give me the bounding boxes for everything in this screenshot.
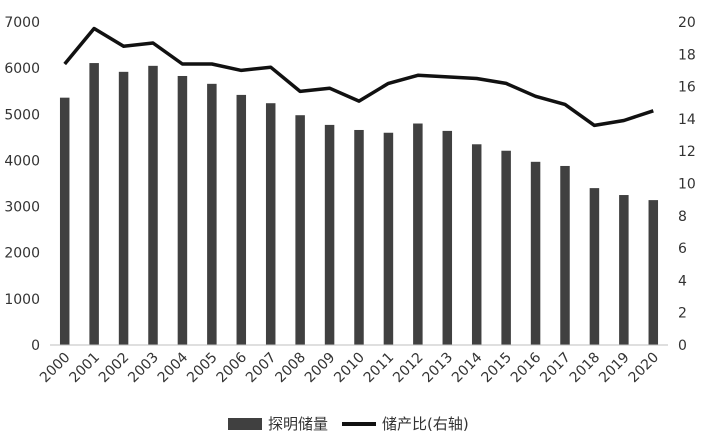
y-left-tick-label: 5000 [4, 107, 40, 123]
x-axis: 2000200120022003200420052006200720082009… [37, 349, 662, 386]
y-left-tick-label: 0 [31, 338, 40, 354]
bar [266, 103, 276, 345]
x-tick-label: 2010 [331, 350, 368, 387]
y-right-tick-label: 14 [678, 112, 696, 128]
bar [325, 125, 335, 345]
x-tick-label: 2002 [96, 350, 133, 387]
bar [443, 131, 453, 345]
y-right-tick-label: 16 [678, 80, 696, 96]
x-tick-label: 2017 [537, 350, 574, 387]
y-left-tick-label: 2000 [4, 246, 40, 262]
y-right-tick-label: 20 [678, 15, 696, 31]
legend-bar-swatch [228, 418, 262, 430]
bar [590, 188, 600, 345]
y-axis-left: 0 1000 2000 3000 4000 5000 6000 7000 [4, 15, 40, 354]
x-tick-label: 2009 [302, 350, 339, 387]
bar [207, 84, 217, 345]
bar [148, 66, 158, 345]
y-right-tick-label: 2 [678, 306, 687, 322]
y-right-tick-label: 8 [678, 209, 687, 225]
x-tick-label: 2000 [37, 350, 74, 387]
bar [89, 63, 99, 345]
y-right-tick-label: 10 [678, 177, 696, 193]
x-tick-label: 2018 [567, 350, 604, 387]
x-tick-label: 2016 [508, 349, 545, 386]
x-tick-label: 2007 [243, 350, 280, 387]
legend-line-label: 储产比(右轴) [382, 415, 469, 433]
y-right-tick-label: 18 [678, 47, 696, 63]
y-left-tick-label: 7000 [4, 15, 40, 31]
bar [413, 124, 423, 345]
x-tick-label: 2015 [478, 350, 515, 387]
bar [60, 98, 70, 345]
bar [619, 195, 629, 345]
y-left-tick-label: 3000 [4, 200, 40, 216]
legend: 探明储量 储产比(右轴) [228, 415, 469, 433]
bar [472, 144, 482, 345]
x-tick-label: 2006 [214, 349, 251, 386]
x-tick-label: 2020 [626, 350, 663, 387]
x-tick-label: 2011 [361, 350, 398, 387]
x-tick-label: 2003 [125, 350, 162, 387]
bar [531, 162, 541, 345]
y-right-tick-label: 12 [678, 144, 696, 160]
x-tick-label: 2005 [184, 350, 221, 387]
y-right-tick-label: 0 [678, 338, 687, 354]
bar [178, 76, 188, 345]
x-tick-label: 2004 [155, 349, 192, 386]
x-tick-label: 2001 [66, 350, 103, 387]
y-left-tick-label: 4000 [4, 153, 40, 169]
bar [119, 72, 129, 345]
y-left-tick-label: 1000 [4, 292, 40, 308]
y-right-tick-label: 6 [678, 241, 687, 257]
x-tick-label: 2019 [596, 350, 633, 387]
legend-bar-label: 探明储量 [268, 415, 328, 433]
y-right-tick-label: 4 [678, 273, 687, 289]
bar [649, 200, 659, 345]
bar [384, 133, 394, 345]
y-left-tick-label: 6000 [4, 61, 40, 77]
bar [237, 95, 247, 345]
x-tick-label: 2012 [390, 350, 427, 387]
bar [501, 151, 511, 345]
bar [354, 130, 364, 345]
x-tick-label: 2008 [272, 350, 309, 387]
bar [295, 115, 305, 345]
x-tick-label: 2014 [449, 349, 486, 386]
x-tick-label: 2013 [420, 350, 457, 387]
bar [560, 166, 570, 345]
y-axis-right: 0 2 4 6 8 10 12 14 16 18 20 [678, 15, 696, 354]
